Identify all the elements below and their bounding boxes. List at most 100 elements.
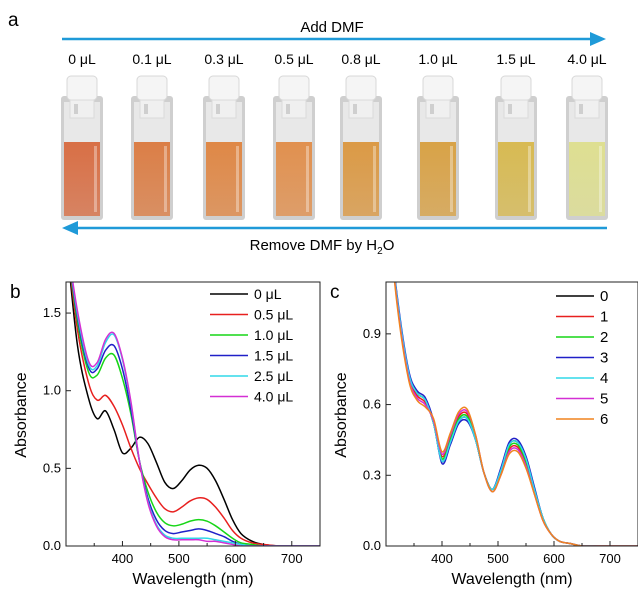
series-line bbox=[71, 282, 320, 546]
vial-cap bbox=[66, 75, 98, 101]
vial-glint bbox=[236, 146, 239, 212]
vial-stopper bbox=[69, 99, 95, 119]
legend-label: 5 bbox=[600, 391, 608, 408]
legend-label: 1 bbox=[600, 309, 608, 326]
x-tick-label: 600 bbox=[224, 551, 246, 566]
vial-stopper-shade bbox=[144, 104, 148, 114]
vial-liquid bbox=[64, 142, 100, 216]
vial-stopper-shade bbox=[286, 104, 290, 114]
vial-stopper-shade bbox=[579, 104, 583, 114]
vial-stopper bbox=[139, 99, 165, 119]
vial-stopper-shade bbox=[508, 104, 512, 114]
x-tick-label: 700 bbox=[281, 551, 303, 566]
vial bbox=[203, 75, 245, 220]
vial-liquid bbox=[134, 142, 170, 216]
vial-cap bbox=[345, 75, 377, 101]
legend-label: 0 μL bbox=[254, 286, 282, 302]
x-tick-label: 700 bbox=[599, 551, 621, 566]
vial-liquid bbox=[420, 142, 456, 216]
panel-c-x-label: Wavelength (nm) bbox=[451, 571, 572, 588]
legend: 0 μL 0.5 μL 1.0 μL 1.5 μL 2.5 μL 4.0 μL bbox=[210, 286, 293, 405]
remove-dmf-label: Remove DMF by H2O bbox=[250, 237, 395, 257]
vial-cap bbox=[208, 75, 240, 101]
series-line bbox=[72, 282, 320, 546]
y-tick-label: 1.5 bbox=[43, 305, 61, 320]
panel-b-x-label: Wavelength (nm) bbox=[132, 571, 253, 588]
plot-frame bbox=[385, 281, 638, 547]
vial-glint bbox=[164, 146, 167, 212]
vial-glint bbox=[373, 146, 376, 212]
series-line bbox=[393, 282, 638, 546]
x-tick-label: 400 bbox=[112, 551, 134, 566]
x-tick-label: 500 bbox=[487, 551, 509, 566]
legend-label: 1.5 μL bbox=[254, 348, 293, 364]
vial-liquid bbox=[498, 142, 534, 216]
vial bbox=[417, 75, 459, 220]
legend-label: 0.5 μL bbox=[254, 307, 293, 323]
vial-cap bbox=[278, 75, 310, 101]
y-tick-label: 0.9 bbox=[363, 326, 381, 341]
vial-stopper-shade bbox=[74, 104, 78, 114]
vial bbox=[131, 75, 173, 220]
panel-c-letter: c bbox=[330, 282, 340, 303]
vial-label: 0.1 μL bbox=[132, 51, 171, 67]
vial bbox=[566, 75, 608, 220]
legend-label: 2 bbox=[600, 329, 608, 346]
x-tick-label: 600 bbox=[543, 551, 565, 566]
vial-label: 0.5 μL bbox=[274, 51, 313, 67]
vial-stopper bbox=[503, 99, 529, 119]
plot-frame bbox=[65, 281, 321, 547]
y-tick-label: 0.0 bbox=[43, 538, 61, 553]
x-tick-label: 500 bbox=[168, 551, 190, 566]
legend-label: 0 bbox=[600, 288, 608, 305]
y-tick-label: 0.6 bbox=[363, 397, 381, 412]
panel-b-letter: b bbox=[10, 282, 21, 303]
vial-glint bbox=[528, 146, 531, 212]
y-tick-label: 0.3 bbox=[363, 467, 381, 482]
vial-stopper-shade bbox=[430, 104, 434, 114]
add-dmf-label: Add DMF bbox=[300, 19, 363, 36]
vial-glint bbox=[94, 146, 97, 212]
vial-cap bbox=[500, 75, 532, 101]
legend-label: 4.0 μL bbox=[254, 389, 293, 405]
vial-stopper bbox=[211, 99, 237, 119]
vial-liquid bbox=[569, 142, 605, 216]
vial-cap bbox=[422, 75, 454, 101]
vial-label: 1.0 μL bbox=[418, 51, 457, 67]
y-tick-label: 0.5 bbox=[43, 460, 61, 475]
vial-liquid bbox=[206, 142, 242, 216]
panel-a-photo: a Add DMF 0 μL 0.1 μL 0.3 μL 0.5 μL 0.8 μL 1.… bbox=[8, 10, 608, 257]
vial-stopper-shade bbox=[216, 104, 220, 114]
vial-liquid bbox=[343, 142, 379, 216]
vial bbox=[495, 75, 537, 220]
panel-b-y-label: Absorbance bbox=[13, 372, 30, 457]
panel-b-plot-area: 400 500 600 700 0.0 0.5 1.0 1.5 0 μL 0.5 μL 1.0 μL… bbox=[43, 281, 321, 566]
vial-label: 0.8 μL bbox=[341, 51, 380, 67]
vial-stopper bbox=[574, 99, 600, 119]
legend-label: 3 bbox=[600, 350, 608, 367]
legend: 0 1 2 3 4 5 6 bbox=[556, 288, 608, 428]
vial bbox=[340, 75, 382, 220]
legend-label: 1.0 μL bbox=[254, 327, 293, 343]
series-line bbox=[69, 282, 320, 546]
vial-label: 4.0 μL bbox=[567, 51, 606, 67]
legend-label: 2.5 μL bbox=[254, 368, 293, 384]
x-tick-label: 400 bbox=[431, 551, 453, 566]
series-lines bbox=[393, 282, 638, 546]
vial-liquid bbox=[276, 142, 312, 216]
panel-c-plot-area: 400 500 600 700 0.0 0.3 0.6 0.9 0 1 2 3 4 5 6 bbox=[363, 281, 638, 566]
vial-cap bbox=[136, 75, 168, 101]
vial-cap bbox=[571, 75, 603, 101]
vial-glint bbox=[599, 146, 602, 212]
vial bbox=[61, 75, 103, 220]
panel-b-chart: b 400 500 600 700 0.0 0.5 1.0 1.5 0 μL 0.5 μL 1.0 … bbox=[10, 281, 321, 588]
vial-label: 0 μL bbox=[68, 51, 96, 67]
vial-glint bbox=[306, 146, 309, 212]
remove-dmf-arrowhead bbox=[62, 221, 78, 235]
vial-stopper bbox=[348, 99, 374, 119]
add-dmf-arrowhead bbox=[590, 32, 606, 46]
vial-glint bbox=[450, 146, 453, 212]
series-line bbox=[70, 282, 320, 546]
vial bbox=[273, 75, 315, 220]
